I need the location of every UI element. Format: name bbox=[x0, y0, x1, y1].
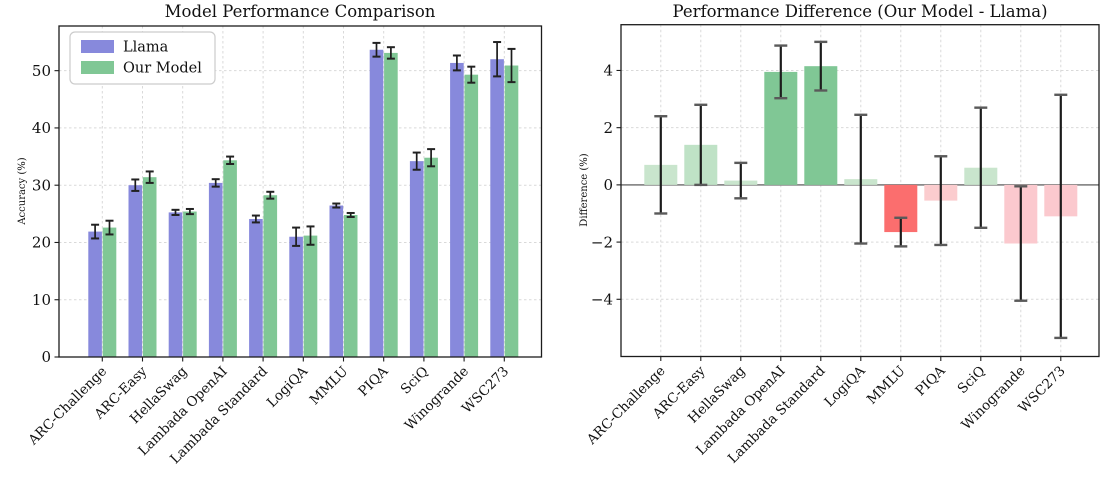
legend-swatch bbox=[81, 40, 114, 53]
legend-swatch bbox=[81, 61, 114, 74]
bar bbox=[450, 62, 464, 357]
y-tick-label: 10 bbox=[32, 291, 51, 309]
y-tick-label: 0 bbox=[603, 176, 613, 194]
x-category-label: PIQA bbox=[912, 363, 948, 399]
x-category-label: SciQ bbox=[398, 364, 432, 398]
bar bbox=[223, 160, 237, 357]
legend-label: Llama bbox=[123, 40, 169, 56]
right-chart-title: Performance Difference (Our Model - Llam… bbox=[672, 2, 1047, 21]
x-category-label: LogiQA bbox=[264, 363, 311, 410]
bar bbox=[424, 157, 438, 357]
bar bbox=[343, 214, 358, 357]
legend-label: Our Model bbox=[123, 61, 202, 77]
y-tick-label: 2 bbox=[603, 119, 613, 137]
left-y-axis-label: Accuracy (%) bbox=[17, 157, 28, 225]
y-tick-label: 50 bbox=[32, 62, 51, 80]
bar bbox=[102, 227, 117, 357]
bar bbox=[384, 52, 398, 358]
y-tick-label: −2 bbox=[591, 233, 613, 251]
bar bbox=[128, 185, 143, 357]
y-tick-label: 4 bbox=[603, 62, 613, 80]
y-tick-label: 20 bbox=[32, 234, 51, 252]
bar bbox=[263, 195, 278, 357]
axes-frame bbox=[58, 25, 543, 358]
bar bbox=[303, 235, 318, 357]
left-chart-title: Model Performance Comparison bbox=[165, 2, 436, 21]
y-tick-label: 40 bbox=[32, 119, 51, 137]
bar bbox=[490, 59, 504, 357]
error-bars bbox=[91, 41, 516, 247]
x-category-label: MMLU bbox=[864, 363, 909, 408]
bar bbox=[168, 212, 183, 357]
y-tick-label: 30 bbox=[32, 176, 51, 194]
legend: Llama Our Model bbox=[69, 31, 216, 85]
x-category-label: LogiQA bbox=[821, 363, 868, 410]
bar bbox=[249, 218, 263, 357]
x-category-label: SciQ bbox=[955, 363, 989, 397]
bar bbox=[464, 74, 479, 358]
bar bbox=[504, 65, 519, 357]
y-tick-label: 0 bbox=[41, 348, 51, 366]
error-bars bbox=[654, 40, 1068, 340]
bar bbox=[208, 182, 223, 357]
right-y-axis-label: Difference (%) bbox=[579, 153, 590, 226]
y-tick-label: −4 bbox=[591, 290, 613, 308]
bar bbox=[329, 205, 344, 357]
bar bbox=[142, 177, 157, 357]
bar bbox=[88, 231, 102, 357]
bar bbox=[183, 211, 197, 357]
performance-difference-chart: −4−2024ARC-ChallengeARC-EasyHellaSwagLam… bbox=[583, 24, 1100, 467]
bars bbox=[88, 49, 519, 358]
x-category-label: MMLU bbox=[307, 364, 352, 409]
bar bbox=[409, 161, 424, 357]
bar bbox=[369, 49, 384, 358]
model-performance-chart: 01020304050ARC-ChallengeARC-EasyHellaSwa… bbox=[25, 25, 543, 467]
x-category-label: PIQA bbox=[355, 363, 391, 399]
bar bbox=[289, 236, 303, 357]
axes-frame bbox=[620, 24, 1100, 358]
